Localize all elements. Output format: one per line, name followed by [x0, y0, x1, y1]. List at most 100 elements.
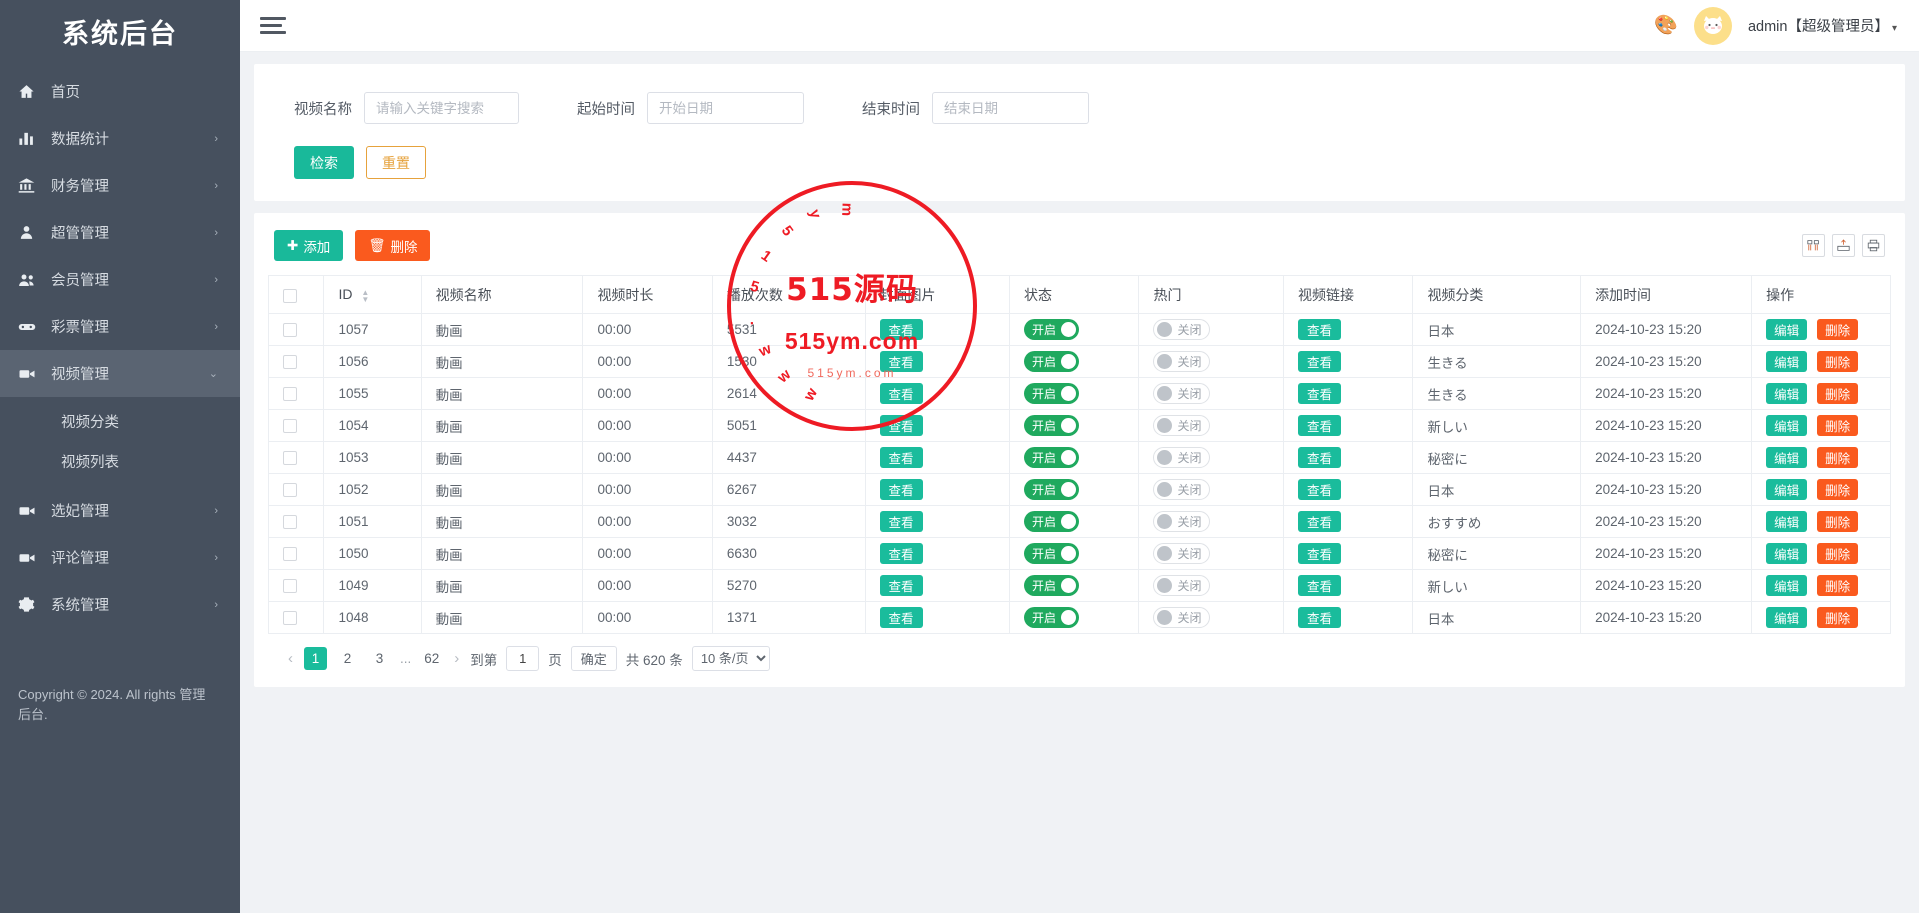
status-toggle[interactable]: 开启 [1024, 543, 1080, 564]
sidebar-item-concubine[interactable]: 选妃管理 › [0, 487, 240, 534]
hot-toggle[interactable]: 关闭 [1153, 383, 1211, 404]
table-row[interactable]: 1053 動画 00:00 4437 查看 开启 关闭 查看 秘密に 2024-10-23 15:… [267, 441, 1891, 474]
hot-toggle[interactable]: 关闭 [1153, 351, 1211, 372]
sidebar-item-comments[interactable]: 评论管理 › [0, 534, 240, 581]
sidebar-item-finance[interactable]: 财务管理 › [0, 162, 240, 209]
row-checkbox[interactable] [283, 451, 297, 466]
view-cover-button[interactable]: 查看 [879, 479, 923, 500]
sidebar-item-statistics[interactable]: 数据统计 › [0, 115, 240, 162]
edit-button[interactable]: 编辑 [1766, 511, 1808, 532]
edit-button[interactable]: 编辑 [1766, 607, 1808, 628]
pagination-prev[interactable]: ‹ [288, 650, 293, 667]
delete-row-button[interactable]: 删除 [1817, 319, 1859, 340]
view-cover-button[interactable]: 查看 [879, 511, 923, 532]
delete-row-button[interactable]: 删除 [1817, 415, 1859, 436]
status-toggle[interactable]: 开启 [1024, 383, 1080, 404]
row-checkbox[interactable] [283, 579, 297, 594]
goto-confirm-button[interactable]: 确定 [570, 646, 617, 671]
hot-toggle[interactable]: 关闭 [1153, 607, 1211, 628]
status-toggle[interactable]: 开启 [1024, 575, 1080, 596]
pagination-page-2[interactable]: 2 [343, 651, 352, 666]
delete-row-button[interactable]: 删除 [1817, 351, 1859, 372]
hot-toggle[interactable]: 关闭 [1153, 447, 1211, 468]
hot-toggle[interactable]: 关闭 [1153, 575, 1211, 596]
pagination-page-last[interactable]: 62 [424, 651, 440, 666]
view-link-button[interactable]: 查看 [1297, 351, 1341, 372]
table-row[interactable]: 1057 動画 00:00 5531 查看 开启 关闭 查看 日本 2024-10-23 15:2… [267, 313, 1891, 346]
export-icon[interactable] [1832, 234, 1855, 257]
user-menu[interactable]: admin【超级管理员】 ▾ [1748, 15, 1897, 36]
search-input-video-name[interactable] [364, 92, 519, 124]
select-all-checkbox[interactable] [283, 288, 297, 303]
goto-page-input[interactable] [506, 646, 540, 671]
batch-delete-button[interactable]: 🗑 删除 [355, 230, 431, 261]
view-link-button[interactable]: 查看 [1297, 479, 1341, 500]
view-cover-button[interactable]: 查看 [879, 447, 923, 468]
row-checkbox[interactable] [283, 355, 297, 370]
edit-button[interactable]: 编辑 [1766, 319, 1808, 340]
view-link-button[interactable]: 查看 [1297, 607, 1341, 628]
row-checkbox[interactable] [283, 483, 297, 498]
add-button[interactable]: ✚ 添加 [274, 230, 344, 261]
hamburger-icon[interactable] [260, 17, 286, 34]
view-cover-button[interactable]: 查看 [879, 607, 923, 628]
edit-button[interactable]: 编辑 [1766, 383, 1808, 404]
sidebar-item-home[interactable]: 首页 [0, 68, 240, 115]
edit-button[interactable]: 编辑 [1766, 415, 1808, 436]
table-row[interactable]: 1054 動画 00:00 5051 查看 开启 关闭 查看 新しい 2024-10-23 15:… [267, 409, 1891, 442]
reset-button[interactable]: 重置 [366, 146, 426, 179]
sidebar-item-members[interactable]: 会员管理 › [0, 256, 240, 303]
status-toggle[interactable]: 开启 [1024, 415, 1080, 436]
row-checkbox[interactable] [283, 515, 297, 530]
sidebar-item-video[interactable]: 视频管理 ⌄ [0, 350, 240, 397]
view-link-button[interactable]: 查看 [1297, 319, 1341, 340]
hot-toggle[interactable]: 关闭 [1153, 319, 1211, 340]
delete-row-button[interactable]: 删除 [1817, 575, 1859, 596]
table-row[interactable]: 1050 動画 00:00 6630 查看 开启 关闭 查看 秘密に 2024-10-23 15:… [267, 537, 1891, 570]
delete-row-button[interactable]: 删除 [1817, 543, 1859, 564]
hot-toggle[interactable]: 关闭 [1153, 543, 1211, 564]
view-cover-button[interactable]: 查看 [879, 415, 923, 436]
row-checkbox[interactable] [283, 323, 297, 338]
pagination-page-1[interactable]: 1 [304, 647, 327, 670]
view-link-button[interactable]: 查看 [1297, 383, 1341, 404]
table-row[interactable]: 1049 動画 00:00 5270 查看 开启 关闭 查看 新しい 2024-10-23 15:… [267, 569, 1891, 602]
delete-row-button[interactable]: 删除 [1817, 447, 1859, 468]
view-cover-button[interactable]: 查看 [879, 351, 923, 372]
avatar[interactable] [1693, 6, 1732, 45]
edit-button[interactable]: 编辑 [1766, 575, 1808, 596]
delete-row-button[interactable]: 删除 [1817, 607, 1859, 628]
view-cover-button[interactable]: 查看 [879, 543, 923, 564]
view-cover-button[interactable]: 查看 [879, 319, 923, 340]
sidebar-item-lottery[interactable]: 彩票管理 › [0, 303, 240, 350]
column-header-id[interactable]: ID ▲ ▼ [323, 275, 422, 314]
palette-icon[interactable]: 🎨 [1654, 15, 1678, 36]
delete-row-button[interactable]: 删除 [1817, 511, 1859, 532]
search-button[interactable]: 检索 [294, 146, 354, 179]
status-toggle[interactable]: 开启 [1024, 511, 1080, 532]
sidebar-subitem-video-category[interactable]: 视频分类 [61, 414, 119, 431]
table-row[interactable]: 1051 動画 00:00 3032 查看 开启 关闭 查看 おすすめ 2024-10-23 15… [267, 505, 1891, 538]
hot-toggle[interactable]: 关闭 [1153, 511, 1211, 532]
view-link-button[interactable]: 查看 [1297, 543, 1341, 564]
view-link-button[interactable]: 查看 [1297, 511, 1341, 532]
sort-icon[interactable]: ▲ ▼ [361, 287, 370, 304]
status-toggle[interactable]: 开启 [1024, 351, 1080, 372]
delete-row-button[interactable]: 删除 [1817, 383, 1859, 404]
table-row[interactable]: 1055 動画 00:00 2614 查看 开启 关闭 查看 生きる 2024-10-23 15:… [267, 377, 1891, 410]
row-checkbox[interactable] [283, 611, 297, 626]
edit-button[interactable]: 编辑 [1766, 447, 1808, 468]
status-toggle[interactable]: 开启 [1024, 479, 1080, 500]
sidebar-subitem-video-list[interactable]: 视频列表 [61, 454, 119, 471]
edit-button[interactable]: 编辑 [1766, 351, 1808, 372]
row-checkbox[interactable] [283, 419, 297, 434]
view-link-button[interactable]: 查看 [1297, 415, 1341, 436]
search-input-start-date[interactable] [647, 92, 804, 124]
pagination-page-3[interactable]: 3 [375, 651, 384, 666]
edit-button[interactable]: 编辑 [1766, 543, 1808, 564]
status-toggle[interactable]: 开启 [1024, 607, 1080, 628]
table-row[interactable]: 1048 動画 00:00 1371 查看 开启 关闭 查看 日本 2024-10-23 15:2… [267, 601, 1891, 634]
print-icon[interactable] [1862, 234, 1885, 257]
table-row[interactable]: 1056 動画 00:00 1530 查看 开启 关闭 查看 生きる 2024-10-23 15:… [267, 345, 1891, 378]
view-link-button[interactable]: 查看 [1297, 447, 1341, 468]
